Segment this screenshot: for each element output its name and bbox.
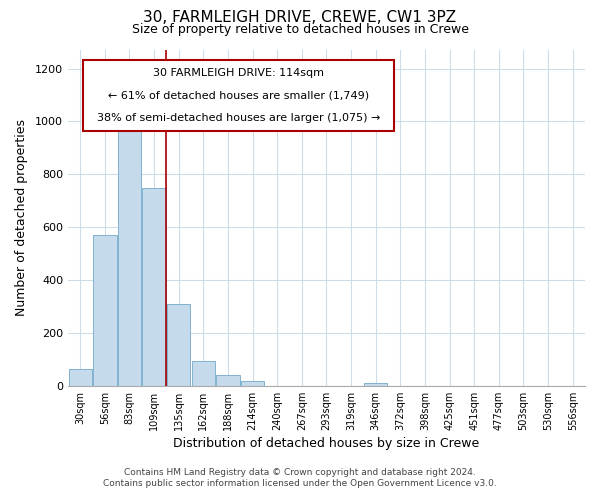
Text: Contains HM Land Registry data © Crown copyright and database right 2024.
Contai: Contains HM Land Registry data © Crown c…	[103, 468, 497, 487]
Bar	[142, 188, 166, 386]
Bar	[167, 304, 190, 386]
Text: 30 FARMLEIGH DRIVE: 114sqm: 30 FARMLEIGH DRIVE: 114sqm	[153, 68, 324, 78]
FancyBboxPatch shape	[83, 60, 394, 130]
Y-axis label: Number of detached properties: Number of detached properties	[15, 120, 28, 316]
Bar	[191, 361, 215, 386]
Text: Size of property relative to detached houses in Crewe: Size of property relative to detached ho…	[131, 22, 469, 36]
Bar	[364, 383, 388, 386]
Bar	[241, 380, 264, 386]
Text: 30, FARMLEIGH DRIVE, CREWE, CW1 3PZ: 30, FARMLEIGH DRIVE, CREWE, CW1 3PZ	[143, 10, 457, 25]
Text: ← 61% of detached houses are smaller (1,749): ← 61% of detached houses are smaller (1,…	[108, 90, 369, 101]
Bar	[216, 375, 239, 386]
Bar	[93, 235, 116, 386]
Bar	[68, 368, 92, 386]
Bar	[118, 120, 141, 386]
Text: 38% of semi-detached houses are larger (1,075) →: 38% of semi-detached houses are larger (…	[97, 112, 380, 122]
X-axis label: Distribution of detached houses by size in Crewe: Distribution of detached houses by size …	[173, 437, 479, 450]
